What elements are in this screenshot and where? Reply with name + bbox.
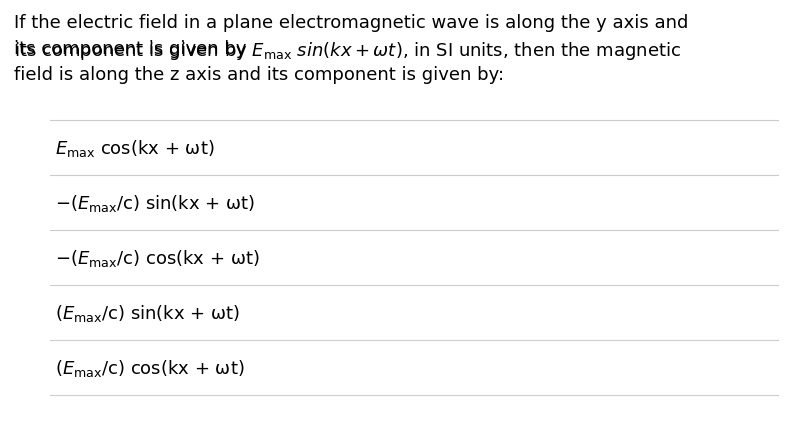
Text: −($E_{\mathrm{max}}$/c) cos(kx + ωt): −($E_{\mathrm{max}}$/c) cos(kx + ωt) — [55, 248, 260, 269]
Text: If the electric field in a plane electromagnetic wave is along the y axis and: If the electric field in a plane electro… — [14, 14, 688, 32]
Text: $E_{\mathrm{max}}$ cos(kx + ωt): $E_{\mathrm{max}}$ cos(kx + ωt) — [55, 138, 215, 159]
Text: field is along the z axis and its component is given by:: field is along the z axis and its compon… — [14, 66, 504, 84]
Text: −($E_{\mathrm{max}}$/c) sin(kx + ωt): −($E_{\mathrm{max}}$/c) sin(kx + ωt) — [55, 193, 255, 214]
Text: ($E_{\mathrm{max}}$/c) cos(kx + ωt): ($E_{\mathrm{max}}$/c) cos(kx + ωt) — [55, 358, 245, 379]
Text: ($E_{\mathrm{max}}$/c) sin(kx + ωt): ($E_{\mathrm{max}}$/c) sin(kx + ωt) — [55, 303, 240, 324]
Text: its component is given by: its component is given by — [14, 40, 252, 58]
Text: its component is given by $E_{\mathrm{max}}$ $\mathit{sin(kx + \omega t)}$, in S: its component is given by $E_{\mathrm{ma… — [14, 40, 681, 62]
